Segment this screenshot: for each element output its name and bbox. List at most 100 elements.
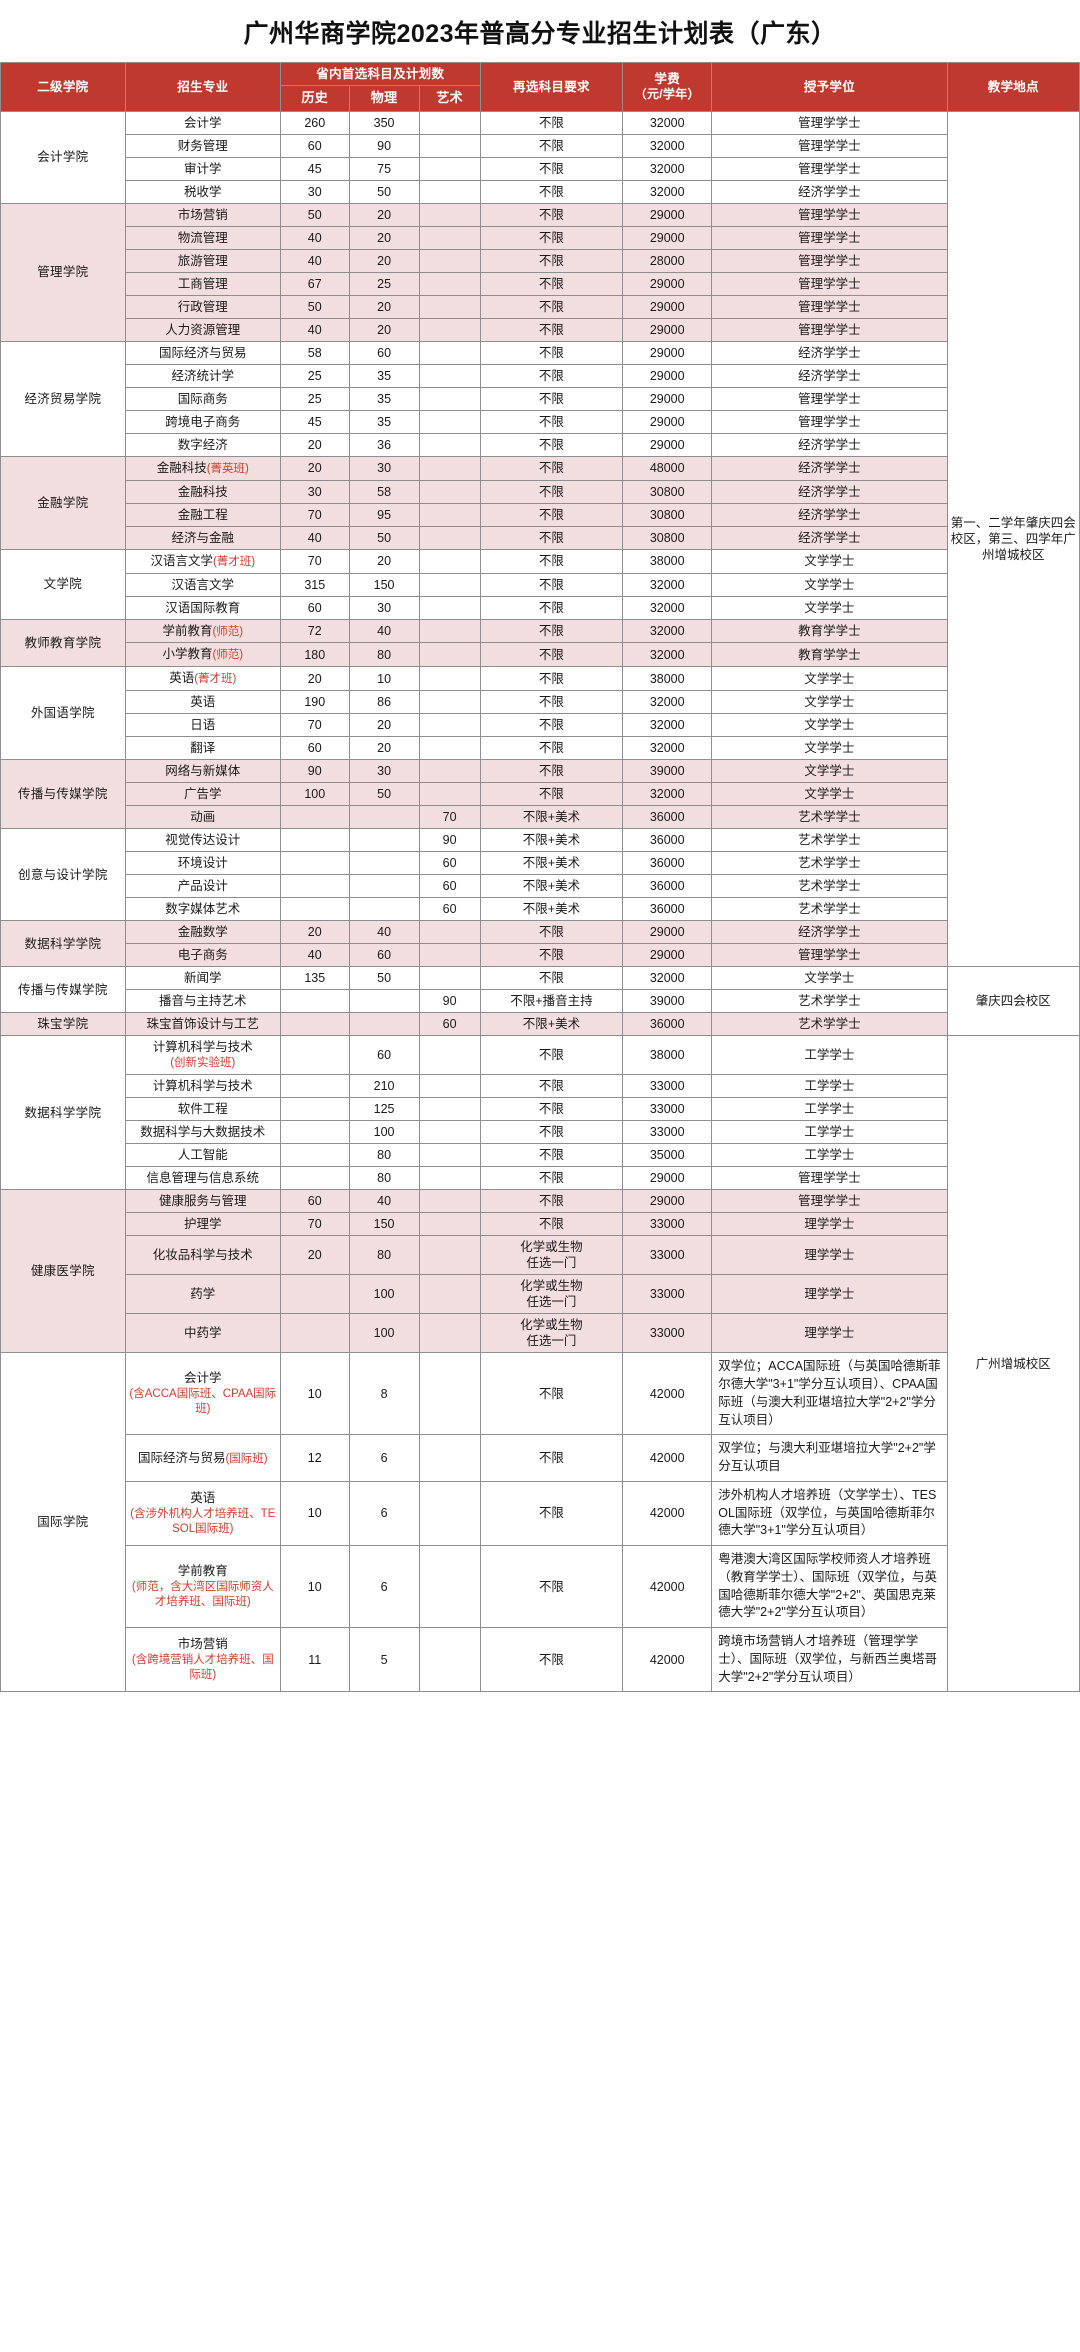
table-row: 行政管理 50 20 不限 29000 管理学学士 <box>1 294 1080 319</box>
tuition-fee-cell: 33000 <box>622 1235 713 1276</box>
table-row: 经济统计学 25 35 不限 29000 经济学学士 <box>1 363 1080 388</box>
table-row: 信息管理与信息系统 80 不限 29000 管理学学士 <box>1 1166 1080 1191</box>
plan-count-art <box>418 1120 481 1145</box>
plan-count-history <box>279 874 350 899</box>
tuition-fee-cell: 29000 <box>622 943 713 968</box>
major-cell: 数字媒体艺术 <box>124 897 281 922</box>
major-cell: 日语 <box>124 713 281 738</box>
college-cell: 健康医学院 <box>0 1189 126 1354</box>
table-row: 电子商务 40 60 不限 29000 管理学学士 <box>1 943 1080 968</box>
plan-count-physics: 20 <box>348 225 420 250</box>
major-name: 汉语言文学 <box>150 553 213 568</box>
tuition-fee-cell: 30800 <box>622 525 713 550</box>
tuition-fee-cell: 32000 <box>622 618 713 644</box>
tuition-fee-cell: 28000 <box>622 248 713 273</box>
table-row: 国际学院 会计学 (含ACCA国际班、CPAA国际班) 10 8 不限 42000 双学位；A… <box>0 1352 1080 1693</box>
degree-cell: 工学学士 <box>711 1074 948 1099</box>
major-name: 金融数学 <box>177 925 228 940</box>
tuition-fee-cell: 29000 <box>622 225 713 250</box>
major-cell: 国际商务 <box>124 386 281 411</box>
requirement-cell: 不限+美术 <box>479 805 624 830</box>
plan-count-physics <box>348 828 420 853</box>
requirement-cell: 不限 <box>479 1212 624 1237</box>
major-cell: 数字经济 <box>124 432 281 457</box>
requirement-cell: 不限 <box>479 525 624 550</box>
plan-count-physics: 35 <box>348 409 420 434</box>
major-name: 健康服务与管理 <box>159 1194 247 1209</box>
plan-count-art <box>418 1189 481 1214</box>
requirement-cell: 不限+美术 <box>479 1012 624 1037</box>
major-name: 市场营销 <box>177 207 228 222</box>
major-cell: 人工智能 <box>124 1143 281 1168</box>
table-row: 计算机科学与技术 210 不限 33000 工学学士 <box>1 1074 1080 1099</box>
major-note: (国际班) <box>225 1452 268 1465</box>
major-name: 网络与新媒体 <box>165 764 241 779</box>
degree-cell: 文学学士 <box>711 759 948 784</box>
plan-count-physics <box>348 897 420 922</box>
major-name: 学前教育 <box>162 623 213 638</box>
plan-count-history: 30 <box>279 479 350 504</box>
major-cell: 中药学 <box>124 1313 281 1354</box>
plan-count-art <box>418 248 481 273</box>
tuition-fee-cell: 33000 <box>622 1313 713 1354</box>
requirement-cell: 不限 <box>479 548 624 574</box>
tuition-fee-cell: 36000 <box>622 828 713 853</box>
plan-count-physics: 6 <box>348 1480 420 1547</box>
tuition-fee-cell: 42000 <box>622 1626 713 1693</box>
tuition-fee-cell: 29000 <box>622 1189 713 1214</box>
major-cell: 经济统计学 <box>124 363 281 388</box>
requirement-cell: 不限 <box>479 386 624 411</box>
plan-count-art <box>418 409 481 434</box>
plan-count-physics: 50 <box>348 782 420 807</box>
major-name: 中药学 <box>184 1326 222 1341</box>
degree-cell: 艺术学学士 <box>711 1012 948 1037</box>
tuition-fee-cell: 36000 <box>622 897 713 922</box>
major-name: 药学 <box>190 1287 216 1302</box>
plan-count-physics: 20 <box>348 713 420 738</box>
plan-count-history: 67 <box>279 271 350 296</box>
plan-count-art <box>418 782 481 807</box>
tuition-fee-cell: 29000 <box>622 1166 713 1191</box>
table-row: 汉语国际教育 60 30 不限 32000 文学学士 <box>1 595 1080 620</box>
degree-cell: 工学学士 <box>711 1035 948 1076</box>
plan-count-art <box>418 920 481 945</box>
major-cell: 学前教育(师范) <box>124 618 281 644</box>
major-cell: 环境设计 <box>124 851 281 876</box>
requirement-cell: 不限 <box>479 1143 624 1168</box>
plan-count-physics: 30 <box>348 759 420 784</box>
plan-count-physics: 50 <box>348 179 420 204</box>
plan-count-history: 70 <box>279 548 350 574</box>
plan-count-art <box>418 317 481 342</box>
major-name: 化妆品科学与技术 <box>152 1248 253 1263</box>
requirement-cell: 不限 <box>479 1480 624 1547</box>
plan-count-physics: 35 <box>348 386 420 411</box>
plan-count-history <box>279 1074 350 1099</box>
major-name: 人力资源管理 <box>165 322 241 337</box>
degree-cell: 涉外机构人才培养班（文学学士）、TESOL国际班（双学位，与英国哈德斯菲尔德大学… <box>711 1480 948 1547</box>
table-row: 软件工程 125 不限 33000 工学学士 <box>1 1097 1080 1122</box>
table-row: 国际商务 25 35 不限 29000 管理学学士 <box>1 386 1080 411</box>
plan-count-physics: 60 <box>348 340 420 365</box>
requirement-cell: 不限 <box>479 736 624 761</box>
plan-count-art: 60 <box>418 1012 481 1037</box>
degree-cell: 经济学学士 <box>711 179 948 204</box>
major-note: (创新实验班) <box>170 1057 236 1070</box>
major-cell: 动画 <box>124 805 281 830</box>
plan-count-history: 60 <box>279 595 350 620</box>
tuition-fee-cell: 35000 <box>622 1143 713 1168</box>
plan-count-art: 90 <box>418 989 481 1014</box>
plan-count-history: 260 <box>279 110 350 135</box>
college-cell: 金融学院 <box>0 455 126 550</box>
plan-count-art <box>418 202 481 227</box>
tuition-fee-cell: 36000 <box>622 851 713 876</box>
table-row: 金融科技 30 58 不限 30800 经济学学士 <box>1 479 1080 504</box>
requirement-cell: 不限 <box>479 1074 624 1099</box>
header-row-1: 二级学院 招生专业 省内首选科目及计划数 再选科目要求 学费 （元/学年） 授予… <box>0 62 1080 112</box>
major-name: 财务管理 <box>177 138 228 153</box>
tuition-fee-cell: 29000 <box>622 271 713 296</box>
requirement-cell: 不限 <box>479 943 624 968</box>
header-fee: 学费 （元/学年） <box>622 62 713 112</box>
plan-count-physics <box>348 805 420 830</box>
plan-count-art <box>418 548 481 574</box>
table-row: 数据科学与大数据技术 100 不限 33000 工学学士 <box>1 1120 1080 1145</box>
